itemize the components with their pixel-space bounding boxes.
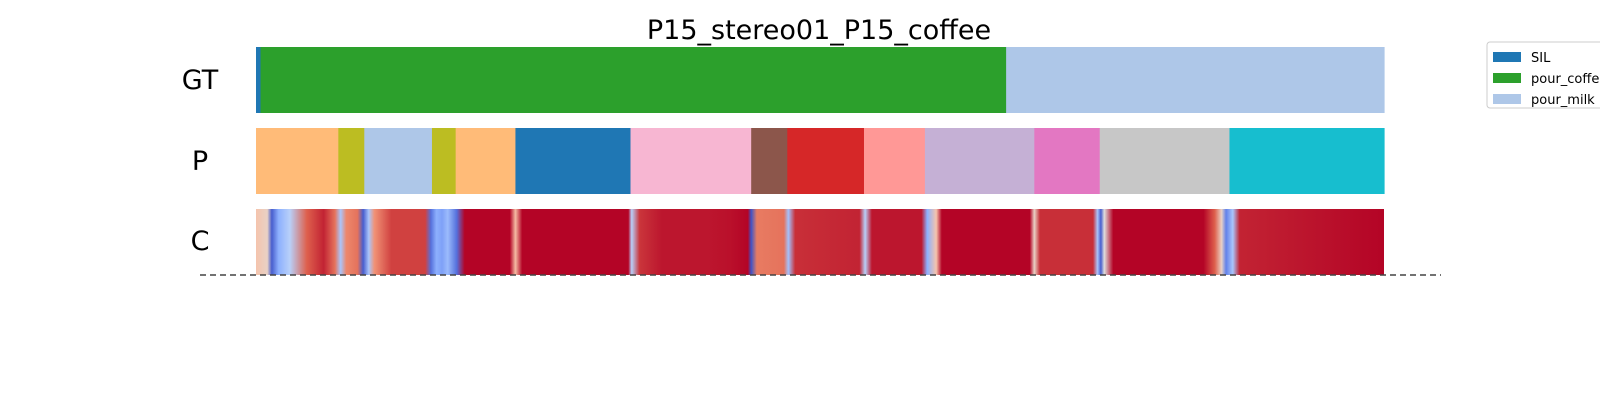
p-segment-2 [364, 128, 433, 194]
legend-swatch-0 [1493, 52, 1521, 62]
p-segment-10 [924, 128, 1035, 194]
p-segment-3 [431, 128, 457, 194]
p-segment-7 [751, 128, 788, 194]
p-segment-8 [787, 128, 865, 194]
p-segment-0 [256, 128, 339, 194]
legend-label-2: pour_milk [1531, 93, 1595, 108]
gt-segment-0 [256, 47, 262, 113]
legend-swatch-2 [1493, 94, 1521, 104]
chart-title: P15_stereo01_P15_coffee [647, 15, 991, 46]
confidence-strip [256, 209, 1384, 275]
p-segment-9 [863, 128, 926, 194]
gt-segment-1 [260, 47, 1007, 113]
legend-label-0: SIL [1531, 51, 1551, 66]
gt-segment-row [256, 47, 1385, 113]
p-segment-5 [515, 128, 632, 194]
row-label-c: C [191, 226, 210, 257]
row-label-p: P [192, 146, 208, 177]
legend-swatch-1 [1493, 73, 1521, 83]
legend: SIL pour_coffee pour_milk [1486, 41, 1600, 109]
p-segment-11 [1034, 128, 1101, 194]
p-segment-6 [630, 128, 752, 194]
p-segment-13 [1229, 128, 1385, 194]
row-label-gt: GT [182, 65, 219, 96]
p-segment-4 [455, 128, 517, 194]
legend-label-1: pour_coffee [1531, 72, 1600, 87]
p-segment-1 [338, 128, 365, 194]
p-segment-12 [1099, 128, 1231, 194]
p-segment-row [256, 128, 1385, 194]
gt-segment-2 [1006, 47, 1385, 113]
